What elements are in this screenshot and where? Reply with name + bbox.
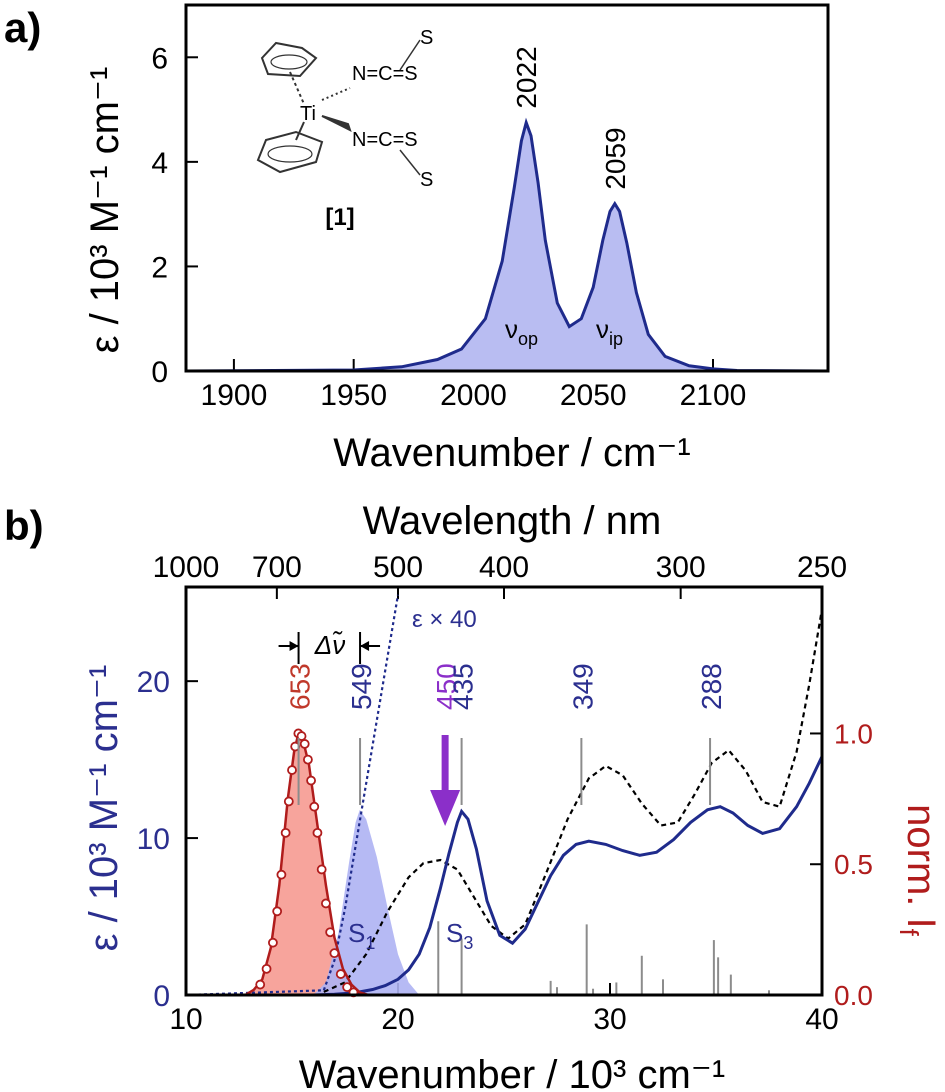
excitation-arrow-head (430, 790, 461, 826)
panel-b-ytick-label: 20 (137, 666, 170, 699)
panel-a-ir-band-fill (186, 122, 828, 371)
panel-b-top-tick-label: 700 (252, 551, 302, 584)
emission-data-point (302, 754, 313, 765)
emission-data-point (276, 869, 287, 880)
panel-b-peak-label: 349 (567, 663, 598, 710)
panel-b-bottom-xlabel: Wavenumber / 10³ cm⁻¹ (299, 1053, 725, 1092)
emission-data-point (287, 765, 297, 775)
panel-a-peak-label: 2022 (511, 46, 542, 108)
stokes-arrowhead-left (289, 641, 299, 651)
panel-b-peak-label: 288 (696, 663, 727, 710)
panel-b-top-tick-label: 400 (479, 551, 529, 584)
emission-data-point (268, 937, 278, 948)
emission-data-point (335, 969, 346, 979)
panel-b-xtick-label: 40 (805, 1003, 838, 1036)
panel-a-xtick-label: 2050 (560, 379, 627, 412)
stokes-arrowhead-right (360, 641, 370, 651)
panel-b: b) Wavelength / nm Wavenumber / 10³ cm⁻¹… (4, 499, 943, 1092)
emission-data-point (309, 801, 320, 812)
emission-data-point (261, 963, 272, 974)
emission-data-point (321, 898, 331, 909)
panel-b-top-xlabel: Wavelength / nm (363, 499, 662, 543)
emission-data-point (280, 827, 291, 838)
metal-label: Ti (300, 103, 316, 125)
panel-a-frame (184, 3, 830, 373)
sulfur-top: S (420, 27, 433, 49)
panel-b-peak-label: 450 (431, 663, 462, 710)
panel-b-top-tick-label: 1000 (153, 551, 220, 584)
panel-b-y2tick-label: 1.0 (834, 718, 873, 749)
panel-a-xtick-label: 2000 (440, 379, 507, 412)
panel-a-ylabel: ε / 10³ M⁻¹ cm⁻¹ (83, 67, 127, 354)
panel-b-frame (184, 585, 824, 997)
emission-data-point (325, 927, 336, 938)
panel-a-xtick-label: 2100 (680, 379, 747, 412)
panel-a-ytick-label: 6 (151, 42, 168, 75)
sulfur-bottom: S (420, 169, 433, 191)
panel-b-xtick-label: 30 (593, 1003, 626, 1036)
panel-b-top-tick-label: 500 (373, 551, 423, 584)
panel-b-peak-label: 653 (285, 663, 316, 710)
panel-a-peak-label: 2059 (600, 127, 631, 189)
panel-b-top-tick-label: 300 (656, 551, 706, 584)
panel-a-xtick-label: 1950 (320, 379, 387, 412)
panel-b-left-ylabel: ε / 10³ M⁻¹ cm⁻¹ (82, 665, 126, 952)
ligand-label-bottom: N=C=S (352, 129, 418, 151)
emission-data-point (342, 982, 353, 993)
panel-b-xtick-label: 20 (381, 1003, 414, 1036)
panel-a-ir-spectrum-line (185, 117, 829, 373)
ligand-label-top: N=C=S (352, 63, 418, 85)
emission-data-point (272, 906, 283, 917)
panel-b-ytick-label: 0 (153, 980, 170, 1013)
cp-ring-bottom (256, 130, 324, 174)
panel-b-ytick-label: 10 (137, 823, 170, 856)
panel-a-ytick-label: 2 (151, 251, 168, 284)
emission-band-fill (245, 733, 369, 995)
stokes-shift-label: Δν̃ (314, 630, 345, 660)
emission-data-point (299, 739, 310, 749)
s1-band-fill (313, 809, 420, 995)
s1-state-label: S1 (348, 918, 375, 953)
s3-state-label: S3 (446, 918, 473, 953)
panel-a-ytick-label: 4 (151, 147, 168, 180)
cp-ring-top (260, 41, 318, 78)
panel-a-label: a) (4, 4, 41, 51)
emission-data-point (306, 775, 316, 786)
emission-data-point (255, 979, 266, 990)
titanocene-structure-drawing (256, 41, 352, 174)
calculated-spectrum-line (323, 608, 824, 993)
compound-label: [1] (325, 204, 354, 231)
scaled-absorption-label: ε × 40 (412, 606, 477, 633)
panel-b-peak-label: 549 (346, 663, 377, 710)
panel-b-label: b) (4, 502, 44, 549)
absorption-spectrum-line (313, 755, 824, 997)
panel-a: a) ε / 10³ M⁻¹ cm⁻¹ Wavenumber / cm⁻¹ 19… (4, 3, 830, 475)
panel-b-top-tick-label: 250 (797, 551, 847, 584)
panel-a-ytick-label: 0 (151, 356, 168, 389)
panel-b-y2tick-label: 0.5 (834, 849, 873, 880)
panel-b-xtick-label: 10 (169, 1003, 202, 1036)
panel-b-plot-area (185, 594, 824, 998)
emission-data-point (316, 864, 327, 875)
emission-data-point (283, 796, 294, 807)
emission-data-point (329, 948, 340, 959)
panel-a-xtick-label: 1900 (201, 379, 268, 412)
panel-a-peak-labels: 2022 2059 (511, 46, 631, 189)
emission-data-point (312, 827, 323, 838)
panel-b-peak-label: 435 (448, 663, 479, 710)
panel-b-y2tick-label: 0.0 (834, 980, 873, 1011)
panel-a-xlabel: Wavenumber / cm⁻¹ (333, 431, 690, 475)
panel-a-axis-ticks: 1900 1950 2000 2050 2100 0 2 4 6 (151, 42, 746, 412)
band-ip-label: νip (596, 314, 623, 349)
band-op-label: νop (505, 314, 538, 349)
panel-b-right-ylabel: norm. If (894, 804, 943, 936)
